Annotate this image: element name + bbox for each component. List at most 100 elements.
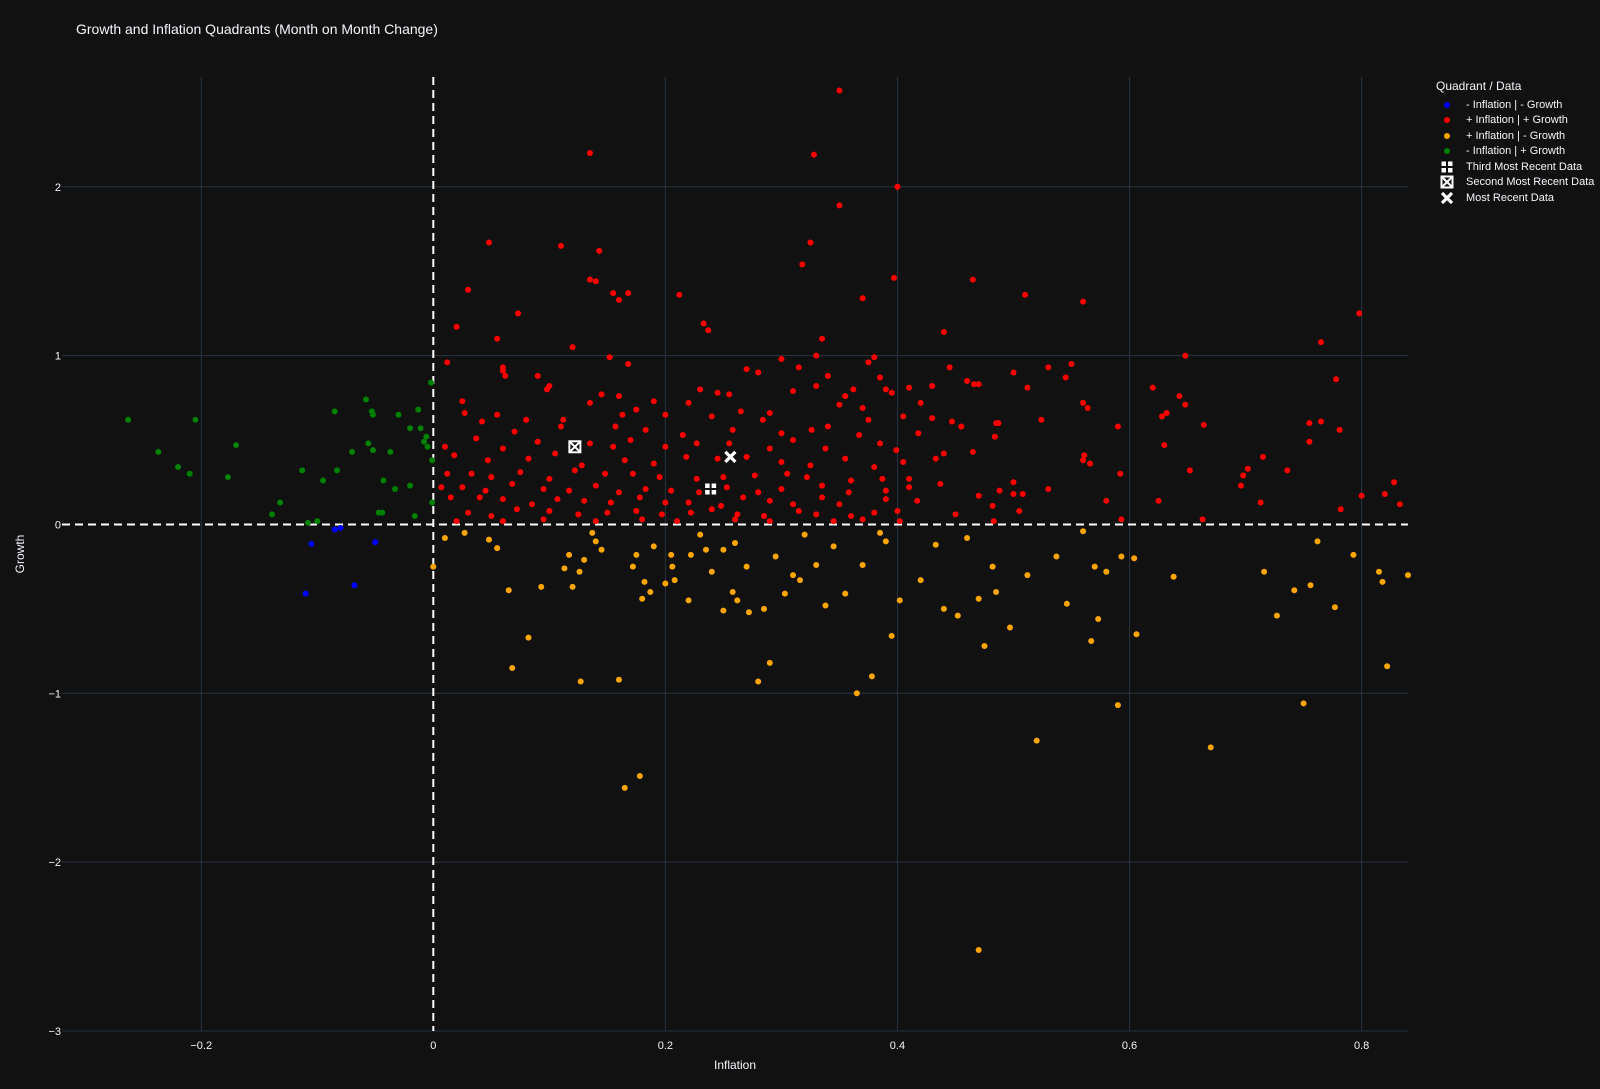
data-point-series-1[interactable] bbox=[948, 418, 955, 425]
data-point-series-1[interactable] bbox=[468, 470, 475, 477]
data-point-series-2[interactable] bbox=[896, 597, 903, 604]
data-point-series-1[interactable] bbox=[1317, 418, 1324, 425]
data-point-series-1[interactable] bbox=[488, 474, 495, 481]
data-point-series-1[interactable] bbox=[602, 470, 609, 477]
data-point-series-1[interactable] bbox=[473, 435, 480, 442]
data-point-series-1[interactable] bbox=[566, 487, 573, 494]
data-point-series-1[interactable] bbox=[882, 386, 889, 393]
data-point-series-1[interactable] bbox=[621, 457, 628, 464]
data-point-series-1[interactable] bbox=[1103, 497, 1110, 504]
data-point-series-1[interactable] bbox=[586, 440, 593, 447]
data-point-series-3[interactable] bbox=[395, 411, 402, 418]
data-point-series-1[interactable] bbox=[636, 494, 643, 501]
data-point-series-2[interactable] bbox=[868, 673, 875, 680]
data-point-series-1[interactable] bbox=[995, 420, 1002, 427]
data-point-series-1[interactable] bbox=[836, 202, 843, 209]
data-point-series-1[interactable] bbox=[848, 477, 855, 484]
data-point-series-1[interactable] bbox=[447, 494, 454, 501]
data-point-series-1[interactable] bbox=[1087, 460, 1094, 467]
data-point-series-1[interactable] bbox=[975, 492, 982, 499]
data-point-series-2[interactable] bbox=[729, 588, 736, 595]
data-point-series-1[interactable] bbox=[822, 445, 829, 452]
data-point-series-3[interactable] bbox=[175, 464, 182, 471]
data-point-series-1[interactable] bbox=[729, 426, 736, 433]
data-point-series-0[interactable] bbox=[372, 539, 379, 546]
data-point-series-1[interactable] bbox=[479, 418, 486, 425]
data-point-series-2[interactable] bbox=[1053, 553, 1060, 560]
data-point-series-1[interactable] bbox=[1019, 491, 1026, 498]
data-point-series-1[interactable] bbox=[534, 372, 541, 379]
data-point-series-3[interactable] bbox=[192, 416, 199, 423]
data-point-series-1[interactable] bbox=[453, 518, 460, 525]
data-point-series-2[interactable] bbox=[662, 580, 669, 587]
data-point-series-1[interactable] bbox=[1010, 491, 1017, 498]
data-point-series-1[interactable] bbox=[714, 389, 721, 396]
data-point-series-1[interactable] bbox=[718, 502, 725, 509]
data-point-series-1[interactable] bbox=[859, 516, 866, 523]
data-point-series-1[interactable] bbox=[1358, 492, 1365, 499]
data-point-series-1[interactable] bbox=[517, 469, 524, 476]
data-point-series-2[interactable] bbox=[975, 946, 982, 953]
data-point-series-1[interactable] bbox=[932, 455, 939, 462]
data-point-series-2[interactable] bbox=[745, 609, 752, 616]
data-point-series-1[interactable] bbox=[952, 511, 959, 518]
data-point-series-1[interactable] bbox=[714, 455, 721, 462]
data-point-series-2[interactable] bbox=[1207, 744, 1214, 751]
data-point-series-1[interactable] bbox=[761, 513, 768, 520]
data-point-series-2[interactable] bbox=[538, 583, 545, 590]
data-point-series-1[interactable] bbox=[726, 391, 733, 398]
data-point-series-1[interactable] bbox=[900, 413, 907, 420]
data-point-series-2[interactable] bbox=[989, 563, 996, 570]
data-point-series-1[interactable] bbox=[679, 431, 686, 438]
data-point-series-3[interactable] bbox=[304, 519, 311, 526]
data-point-series-2[interactable] bbox=[1007, 624, 1014, 631]
data-point-series-2[interactable] bbox=[781, 590, 788, 597]
data-point-series-1[interactable] bbox=[488, 513, 495, 520]
data-point-series-1[interactable] bbox=[592, 482, 599, 489]
data-point-series-1[interactable] bbox=[882, 496, 889, 503]
data-point-series-1[interactable] bbox=[525, 455, 532, 462]
data-point-series-2[interactable] bbox=[1088, 637, 1095, 644]
data-point-series-2[interactable] bbox=[621, 784, 628, 791]
data-point-series-1[interactable] bbox=[629, 470, 636, 477]
data-point-series-1[interactable] bbox=[894, 507, 901, 514]
data-point-series-1[interactable] bbox=[720, 474, 727, 481]
data-point-series-1[interactable] bbox=[819, 482, 826, 489]
data-point-series-1[interactable] bbox=[1306, 420, 1313, 427]
data-point-series-1[interactable] bbox=[1045, 485, 1052, 492]
data-point-series-3[interactable] bbox=[334, 467, 341, 474]
data-point-series-2[interactable] bbox=[669, 563, 676, 570]
data-point-series-3[interactable] bbox=[186, 470, 193, 477]
data-point-series-3[interactable] bbox=[423, 433, 430, 440]
data-point-series-2[interactable] bbox=[882, 538, 889, 545]
data-point-series-2[interactable] bbox=[687, 551, 694, 558]
data-point-series-2[interactable] bbox=[993, 588, 1000, 595]
data-point-series-1[interactable] bbox=[596, 247, 603, 254]
data-point-series-1[interactable] bbox=[627, 437, 634, 444]
data-point-series-1[interactable] bbox=[1186, 467, 1193, 474]
data-point-series-2[interactable] bbox=[1314, 538, 1321, 545]
data-point-series-1[interactable] bbox=[723, 484, 730, 491]
data-point-series-3[interactable] bbox=[379, 509, 386, 516]
data-point-series-1[interactable] bbox=[766, 445, 773, 452]
data-point-series-2[interactable] bbox=[1118, 553, 1125, 560]
data-point-series-1[interactable] bbox=[1333, 376, 1340, 383]
data-point-series-1[interactable] bbox=[639, 516, 646, 523]
data-point-series-2[interactable] bbox=[505, 587, 512, 594]
data-point-series-1[interactable] bbox=[683, 453, 690, 460]
data-point-series-1[interactable] bbox=[807, 239, 814, 246]
data-point-series-1[interactable] bbox=[1396, 501, 1403, 508]
data-point-series-2[interactable] bbox=[636, 773, 643, 780]
data-point-series-1[interactable] bbox=[540, 516, 547, 523]
data-point-series-1[interactable] bbox=[871, 509, 878, 516]
legend-item-3[interactable]: - Inflation | + Growth bbox=[1436, 144, 1594, 160]
data-point-series-1[interactable] bbox=[819, 335, 826, 342]
data-point-series-2[interactable] bbox=[581, 556, 588, 563]
data-point-series-3[interactable] bbox=[380, 477, 387, 484]
data-point-series-1[interactable] bbox=[511, 428, 518, 435]
data-point-series-2[interactable] bbox=[917, 577, 924, 584]
data-point-series-1[interactable] bbox=[1080, 298, 1087, 305]
data-point-series-1[interactable] bbox=[615, 489, 622, 496]
data-point-series-1[interactable] bbox=[484, 457, 491, 464]
data-point-series-3[interactable] bbox=[365, 440, 372, 447]
